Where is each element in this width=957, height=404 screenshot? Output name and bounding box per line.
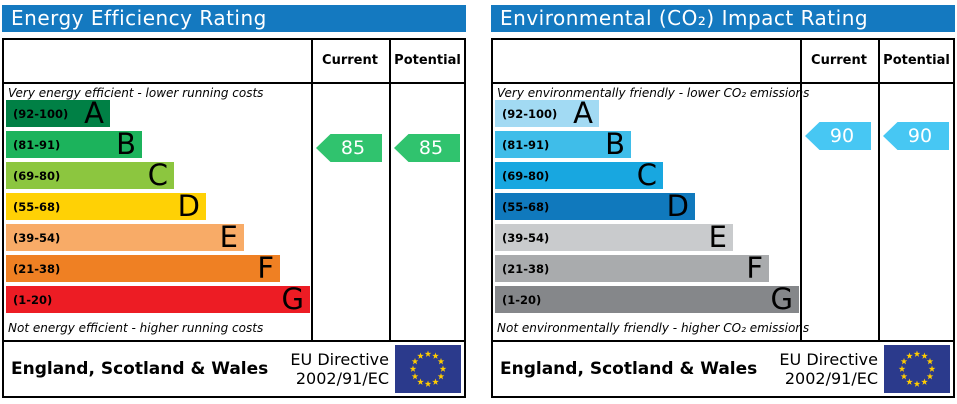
band-letter: A	[573, 96, 593, 130]
footer-region-label: England, Scotland & Wales	[500, 359, 758, 379]
energy-rating-table: Current Potential Very energy efficient …	[2, 38, 466, 342]
bottom-note: Not energy efficient - higher running co…	[8, 321, 264, 335]
band-letter: B	[116, 127, 136, 161]
eu-flag-icon	[884, 345, 950, 393]
band-letter: A	[84, 96, 104, 130]
band-range: (21-38)	[13, 261, 61, 276]
band-letter: C	[636, 158, 657, 192]
band-range: (21-38)	[502, 261, 550, 276]
current-column-header: Current	[322, 53, 378, 68]
band-row-e: (39-54) E	[6, 220, 244, 254]
column-divider	[389, 40, 391, 340]
band-row-g: (1-20) G	[6, 282, 310, 316]
band-row-c: (69-80) C	[495, 158, 663, 192]
current-rating-arrow: 90	[805, 122, 871, 150]
current-rating-value: 85	[340, 137, 366, 159]
band-range: (1-20)	[13, 292, 53, 307]
band-range: (39-54)	[13, 230, 61, 245]
band-row-a: (92-100) A	[6, 96, 110, 130]
potential-rating-arrow: 90	[883, 122, 949, 150]
eu-directive-line1: EU Directive	[290, 349, 389, 369]
potential-rating-arrow: 85	[394, 134, 460, 162]
band-letter: C	[147, 158, 168, 192]
band-row-f: (21-38) F	[495, 251, 769, 285]
band-letter: F	[746, 251, 763, 285]
band-row-c: (69-80) C	[6, 158, 174, 192]
band-letter: E	[708, 220, 727, 254]
potential-rating-value: 90	[907, 125, 933, 147]
column-divider	[311, 40, 313, 340]
eu-directive-label: EU Directive 2002/91/EC	[779, 350, 878, 388]
band-row-e: (39-54) E	[495, 220, 733, 254]
energy-panel-title: Energy Efficiency Rating	[2, 5, 466, 32]
potential-rating-value: 85	[418, 137, 444, 159]
table-header-row: Current Potential	[493, 40, 953, 84]
band-letter: B	[605, 127, 625, 161]
band-row-f: (21-38) F	[6, 251, 280, 285]
band-range: (55-68)	[502, 199, 550, 214]
band-letter: G	[770, 282, 793, 316]
environmental-impact-panel: Environmental (CO₂) Impact Rating Curren…	[491, 5, 955, 398]
environmental-panel-title: Environmental (CO₂) Impact Rating	[491, 5, 955, 32]
band-letter: F	[257, 251, 274, 285]
band-range: (1-20)	[502, 292, 542, 307]
band-range: (39-54)	[502, 230, 550, 245]
band-range: (92-100)	[13, 106, 69, 121]
current-column-header: Current	[811, 53, 867, 68]
top-note: Very energy efficient - lower running co…	[8, 86, 264, 100]
potential-column-header: Potential	[394, 53, 461, 68]
eu-directive-line2: 2002/91/EC	[784, 369, 878, 388]
eu-directive-line2: 2002/91/EC	[295, 369, 389, 388]
band-range: (81-91)	[13, 137, 61, 152]
band-row-b: (81-91) B	[495, 127, 631, 161]
band-row-d: (55-68) D	[495, 189, 695, 223]
band-letter: E	[219, 220, 238, 254]
energy-efficiency-panel: Energy Efficiency Rating Current Potenti…	[2, 5, 466, 398]
panel-footer: England, Scotland & Wales EU Directive 2…	[2, 340, 466, 398]
band-range: (69-80)	[502, 168, 550, 183]
current-rating-arrow: 85	[316, 134, 382, 162]
environmental-band-scale: Very environmentally friendly - lower CO…	[493, 84, 810, 340]
band-row-d: (55-68) D	[6, 189, 206, 223]
column-divider	[878, 40, 880, 340]
band-range: (92-100)	[502, 106, 558, 121]
band-row-g: (1-20) G	[495, 282, 799, 316]
potential-column-header: Potential	[883, 53, 950, 68]
band-letter: D	[666, 189, 689, 223]
band-range: (55-68)	[13, 199, 61, 214]
environmental-rating-table: Current Potential Very environmentally f…	[491, 38, 955, 342]
table-header-row: Current Potential	[4, 40, 464, 84]
footer-region-label: England, Scotland & Wales	[11, 359, 269, 379]
band-row-b: (81-91) B	[6, 127, 142, 161]
column-divider	[800, 40, 802, 340]
band-letter: D	[177, 189, 200, 223]
band-range: (69-80)	[13, 168, 61, 183]
band-range: (81-91)	[502, 137, 550, 152]
top-note: Very environmentally friendly - lower CO…	[497, 86, 810, 100]
eu-directive-label: EU Directive 2002/91/EC	[290, 350, 389, 388]
bottom-note: Not environmentally friendly - higher CO…	[497, 321, 810, 335]
band-letter: G	[281, 282, 304, 316]
eu-flag-icon	[395, 345, 461, 393]
band-row-a: (92-100) A	[495, 96, 599, 130]
panel-footer: England, Scotland & Wales EU Directive 2…	[491, 340, 955, 398]
current-rating-value: 90	[829, 125, 855, 147]
energy-band-scale: Very energy efficient - lower running co…	[4, 84, 311, 340]
eu-directive-line1: EU Directive	[779, 349, 878, 369]
